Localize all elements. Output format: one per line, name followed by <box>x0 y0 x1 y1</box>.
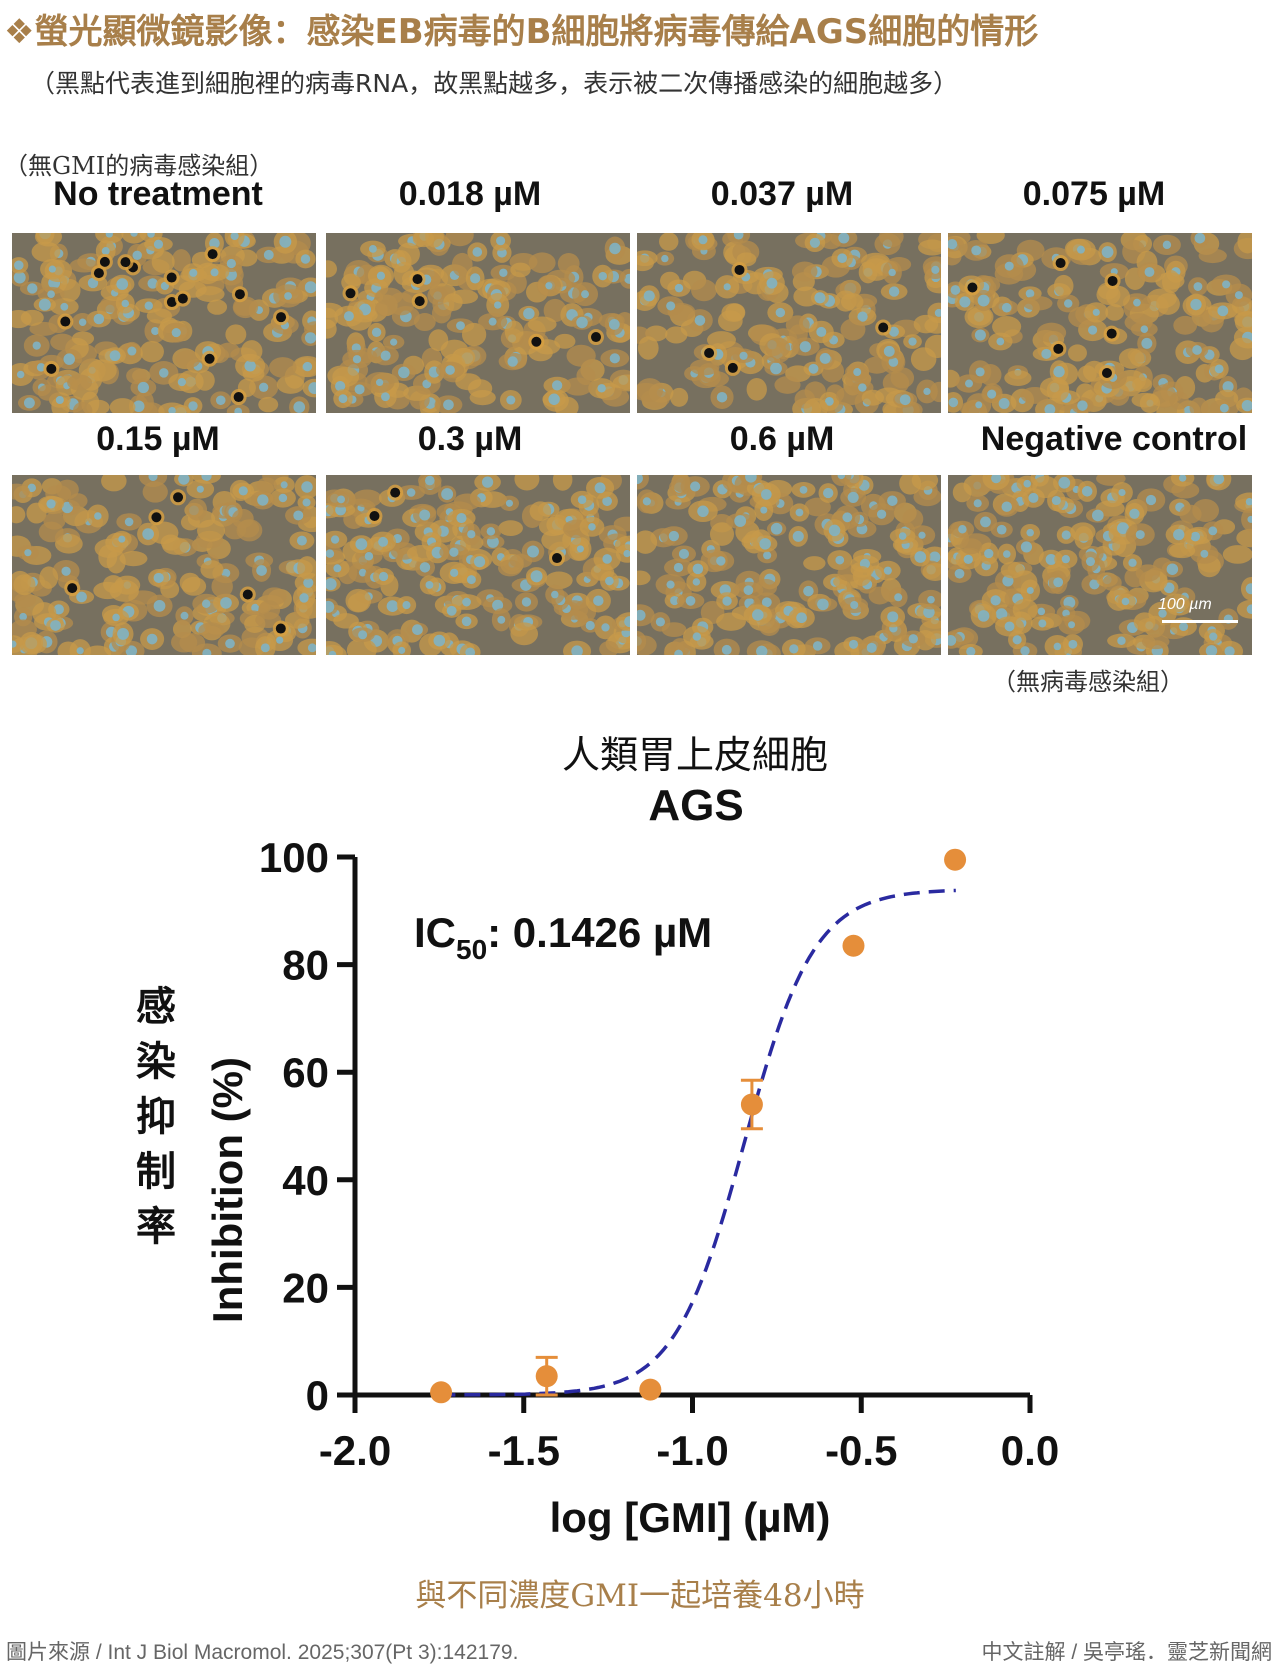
y-axis-label-cn-char: 率 <box>136 1204 176 1250</box>
panel-label-0-15: 0.15 µM <box>96 420 220 458</box>
micrograph-panel <box>637 475 941 655</box>
y-axis-label-cn-char: 染 <box>136 1039 176 1085</box>
x-tick-label: -1.5 <box>488 1427 560 1474</box>
panel-label-0-075: 0.075 µM <box>1022 175 1166 213</box>
viral-rna-dot <box>43 360 60 377</box>
panel-label-no-treatment: No treatment <box>53 175 263 213</box>
scale-bar-label: 100 µm <box>1158 596 1212 613</box>
panel-label-negative-control: Negative control <box>980 420 1248 458</box>
viral-rna-dot <box>528 333 545 350</box>
viral-rna-dot <box>64 580 81 597</box>
viral-rna-dot <box>1050 340 1067 357</box>
ic50-annotation: IC50: 0.1426 µM <box>414 909 712 965</box>
micrograph-panel <box>948 233 1252 413</box>
chart-caption: 與不同濃度GMI一起培養48小時 <box>415 1578 865 1614</box>
y-axis-label: Inhibition (%) <box>204 1057 251 1323</box>
viral-rna-dot <box>875 319 892 336</box>
no-gmi-note: （無GMI的病毒感染組） <box>4 152 274 180</box>
viral-rna-dot <box>272 620 289 637</box>
viral-rna-dot <box>1104 272 1121 289</box>
micrograph-panel <box>12 475 316 655</box>
data-point <box>430 1381 453 1404</box>
viral-rna-dot <box>273 309 290 326</box>
y-axis-label-cn-char: 感 <box>136 984 176 1030</box>
viral-rna-dot <box>587 329 604 346</box>
viral-rna-dot <box>96 253 113 270</box>
viral-rna-dot <box>117 254 134 271</box>
chart-title-cn: 人類胃上皮細胞 <box>561 733 828 777</box>
source-footer: 圖片來源 / Int J Biol Macromol. 2025;307(Pt … <box>6 1641 519 1664</box>
micrograph-panel <box>637 233 941 413</box>
y-tick-label: 20 <box>282 1264 329 1311</box>
viral-rna-dot <box>1103 325 1120 342</box>
data-point <box>535 1365 558 1388</box>
viral-rna-dot <box>731 261 748 278</box>
page-title: ❖螢光顯微鏡影像：感染EB病毒的B細胞將病毒傳給AGS細胞的情形 <box>4 12 1039 52</box>
y-tick-label: 80 <box>282 942 329 989</box>
panel-label-0-3: 0.3 µM <box>417 420 523 458</box>
viral-rna-dot <box>548 550 565 567</box>
data-point <box>740 1093 763 1116</box>
x-tick-label: 0.0 <box>1001 1427 1059 1474</box>
viral-rna-dot <box>230 389 247 406</box>
y-tick-label: 100 <box>259 834 329 881</box>
viral-rna-dot <box>366 507 383 524</box>
viral-rna-dot <box>163 269 180 286</box>
viral-rna-dot <box>170 489 187 506</box>
viral-rna-dot <box>342 285 359 302</box>
viral-rna-dot <box>1052 255 1069 272</box>
y-tick-label: 40 <box>282 1157 329 1204</box>
dose-response-chart: AGS IC50: 0.1426 µM 0 20 40 60 80 100 -2.0 -1.5… <box>136 781 1059 1541</box>
x-tick-label: -1.0 <box>656 1427 728 1474</box>
scale-bar <box>1162 620 1238 623</box>
y-axis-label-cn-char: 制 <box>136 1149 176 1195</box>
viral-rna-dot <box>411 293 428 310</box>
fit-curve <box>439 888 956 1397</box>
micrograph-panel <box>326 475 630 655</box>
viral-rna-dot <box>387 484 404 501</box>
y-tick-label: 0 <box>306 1372 329 1419</box>
panel-label-0-037: 0.037 µM <box>710 175 854 213</box>
viral-rna-dot <box>1098 364 1115 381</box>
micrograph-panel <box>948 475 1252 655</box>
panel-label-0-018: 0.018 µM <box>398 175 542 213</box>
chart-title: AGS <box>648 781 743 830</box>
x-axis-label: log [GMI] (µM) <box>550 1494 831 1541</box>
data-point <box>639 1378 662 1401</box>
data-point <box>944 848 967 871</box>
credit-footer: 中文註解 / 吳亭瑤．靈芝新聞網 <box>981 1641 1272 1664</box>
viral-rna-dot <box>174 290 191 307</box>
y-axis-label-cn-char: 抑 <box>136 1094 176 1140</box>
panel-label-0-6: 0.6 µM <box>729 420 835 458</box>
no-virus-note: （無病毒感染組） <box>992 668 1184 696</box>
viral-rna-dot <box>204 246 221 263</box>
viral-rna-dot <box>964 279 981 296</box>
x-tick-label: -0.5 <box>825 1427 897 1474</box>
micrograph-panel <box>12 233 316 413</box>
viral-rna-dot <box>701 345 718 362</box>
micrograph-panel <box>326 233 630 413</box>
data-point <box>842 934 865 957</box>
viral-rna-dot <box>148 509 165 526</box>
viral-rna-dot <box>409 271 426 288</box>
viral-rna-dot <box>724 359 741 376</box>
viral-rna-dot <box>239 586 256 603</box>
viral-rna-dot <box>231 286 248 303</box>
viral-rna-dot <box>57 313 74 330</box>
y-tick-label: 60 <box>282 1049 329 1096</box>
viral-rna-dot <box>201 350 218 367</box>
page-subtitle: （黑點代表進到細胞裡的病毒RNA，故黑點越多，表示被二次傳播感染的細胞越多） <box>30 69 959 98</box>
x-tick-label: -2.0 <box>319 1427 391 1474</box>
